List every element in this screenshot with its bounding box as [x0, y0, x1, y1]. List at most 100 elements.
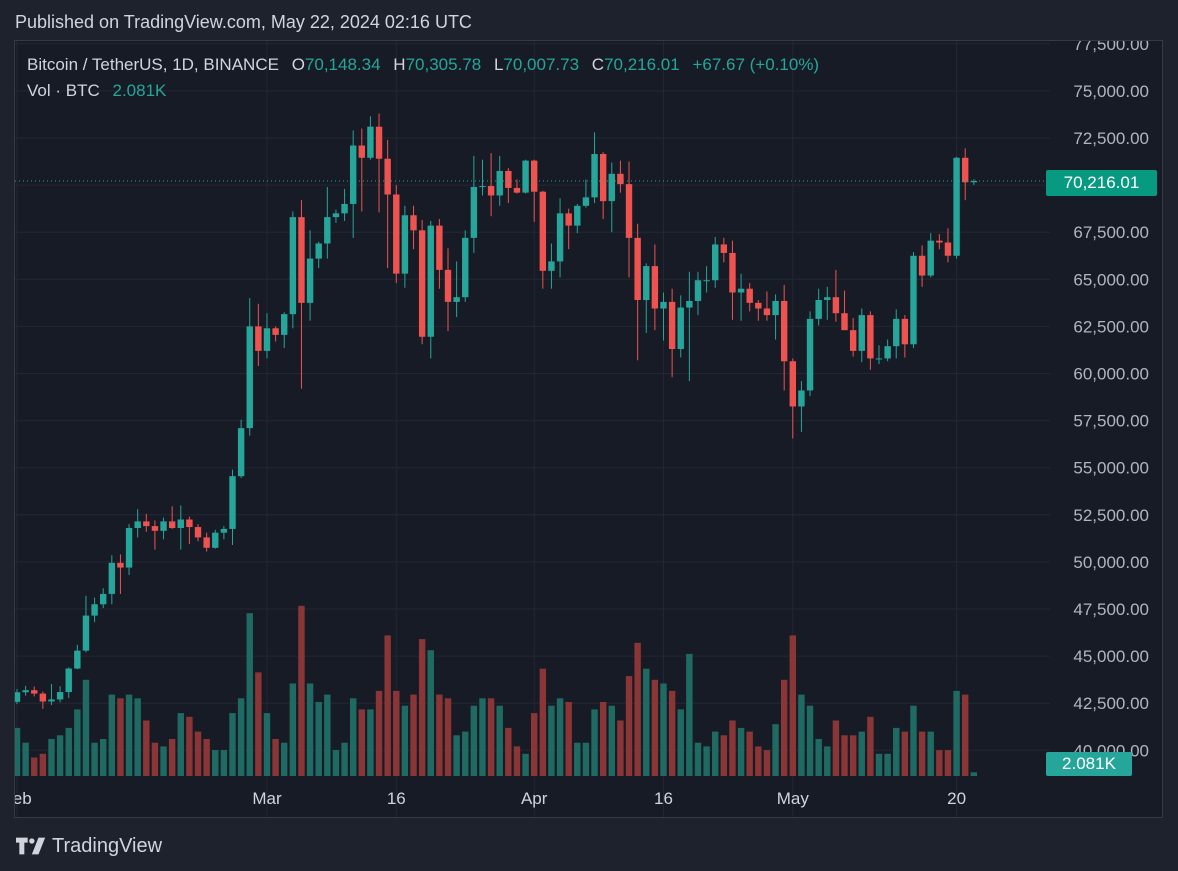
- volume-bar: [39, 753, 47, 776]
- volume-bar: [737, 727, 745, 776]
- candle-body: [410, 215, 417, 231]
- candles: [15, 113, 978, 709]
- volume-bar: [393, 690, 400, 776]
- volume-bar: [212, 750, 219, 776]
- price-tick-label: 42,500.00: [1073, 694, 1149, 713]
- volume-bar: [194, 731, 202, 776]
- volume-bars: [15, 605, 978, 776]
- volume-bar: [151, 742, 159, 776]
- footer-branding: TradingView: [16, 834, 162, 858]
- candle-body: [832, 297, 840, 314]
- candle-body: [875, 358, 883, 360]
- price-tick-label: 67,500.00: [1073, 223, 1149, 242]
- candle-body: [496, 170, 503, 196]
- volume-bar: [237, 698, 245, 776]
- volume-bar: [186, 716, 193, 776]
- candle-body: [229, 476, 236, 529]
- close-value: 70,216.01: [604, 55, 680, 74]
- candle-body: [91, 604, 98, 616]
- published-caption: Published on TradingView.com, May 22, 20…: [15, 12, 472, 32]
- candle-body: [936, 240, 943, 243]
- candle-body: [884, 346, 891, 359]
- volume-bar: [15, 727, 21, 776]
- volume-bar: [953, 690, 960, 776]
- candle-body: [177, 519, 184, 528]
- volume-label[interactable]: Vol · BTC: [27, 81, 100, 100]
- volume-bar: [298, 605, 305, 776]
- candle-body: [824, 297, 831, 301]
- volume-bar: [22, 742, 29, 776]
- candle-body: [22, 690, 29, 693]
- volume-bar: [617, 720, 624, 776]
- volume-bar: [746, 731, 753, 776]
- candle-body: [341, 203, 348, 214]
- candle-body: [574, 205, 581, 226]
- candle-body: [479, 186, 486, 188]
- candle-body: [737, 288, 745, 293]
- time-tick-label: May: [777, 789, 810, 808]
- candle-body: [194, 527, 202, 538]
- candle-body: [82, 615, 90, 651]
- footer-brand-text[interactable]: TradingView: [52, 834, 163, 857]
- candle-body: [315, 243, 322, 259]
- candle-body: [686, 300, 693, 308]
- grid-lines: [15, 41, 1050, 817]
- candle-body: [755, 302, 762, 309]
- price-tick-label: 75,000.00: [1073, 82, 1149, 101]
- volume-tag: 2.081K: [1046, 752, 1132, 776]
- candle-body: [39, 693, 47, 702]
- candle-body: [289, 217, 297, 315]
- candle-body: [608, 173, 615, 202]
- price-tick-label: 72,500.00: [1073, 129, 1149, 148]
- candle-body: [927, 240, 934, 276]
- candle-body: [65, 668, 72, 693]
- last-price-tag: 70,216.01: [1046, 170, 1157, 196]
- price-tick-label: 55,000.00: [1073, 459, 1149, 478]
- volume-bar: [651, 679, 659, 776]
- volume-bar: [229, 713, 236, 776]
- volume-bar: [712, 731, 719, 776]
- volume-bar: [108, 694, 116, 776]
- time-tick-label: 16: [387, 789, 406, 808]
- volume-bar: [806, 705, 814, 776]
- candle-body: [31, 690, 38, 694]
- symbol-label[interactable]: Bitcoin / TetherUS, 1D, BINANCE: [27, 55, 279, 74]
- candle-body: [953, 157, 960, 256]
- volume-bar: [849, 735, 857, 776]
- price-tick-label: 47,500.00: [1073, 600, 1149, 619]
- volume-bar: [565, 702, 572, 776]
- time-tick-label: Feb: [15, 789, 32, 808]
- candle-body: [220, 528, 228, 533]
- volume-bar: [608, 705, 615, 776]
- candle-body: [677, 307, 684, 350]
- high-value: 70,305.78: [405, 55, 482, 74]
- volume-bar: [755, 746, 762, 776]
- time-tick-label: Apr: [521, 789, 548, 808]
- volume-bar: [349, 698, 357, 776]
- candle-body: [720, 244, 728, 253]
- candle-body: [780, 300, 788, 362]
- volume-bar: [496, 705, 503, 776]
- chart-panel[interactable]: 40,000.00 42,500.00 45,000.00 47,500.00 50,0…: [14, 40, 1163, 818]
- time-tick-label: 20: [947, 789, 966, 808]
- volume-bar: [255, 672, 262, 776]
- candle-body: [806, 318, 814, 391]
- candle-body: [349, 145, 357, 204]
- volume-bar: [74, 709, 81, 776]
- candlestick-chart[interactable]: 40,000.0042,500.0045,000.0047,500.0050,0…: [15, 41, 1163, 818]
- candle-body: [634, 237, 641, 301]
- candle-body: [444, 269, 452, 302]
- candle-body: [918, 255, 926, 276]
- volume-bar: [444, 698, 452, 776]
- candle-body: [384, 158, 391, 195]
- candle-body: [487, 186, 495, 196]
- candle-body: [772, 300, 779, 316]
- candle-body: [117, 562, 124, 568]
- volume-bar: [289, 683, 297, 776]
- open-label: O: [291, 55, 305, 74]
- volume-bar: [160, 746, 167, 776]
- candle-body: [212, 532, 219, 548]
- open-value: 70,148.34: [304, 55, 381, 74]
- volume-bar: [772, 724, 779, 776]
- volume-bar: [643, 668, 650, 776]
